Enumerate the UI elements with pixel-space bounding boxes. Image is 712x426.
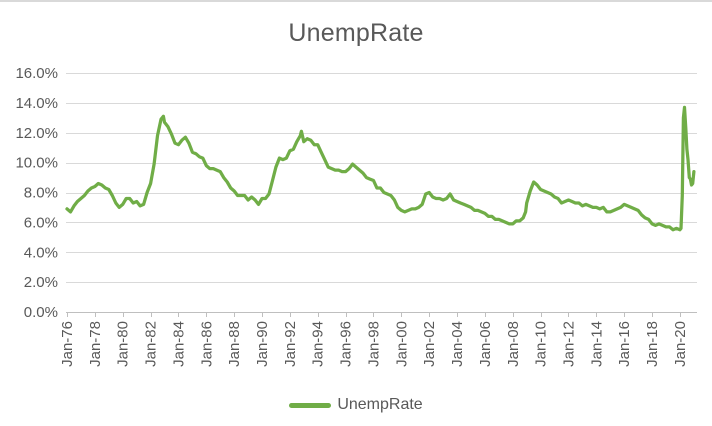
x-axis-tick-label: Jan-86 bbox=[198, 321, 215, 367]
y-axis-tick-label: 14.0% bbox=[15, 95, 58, 112]
y-axis-tick-label: 2.0% bbox=[24, 274, 58, 291]
x-axis-tick-label: Jan-96 bbox=[338, 321, 355, 367]
x-axis-tick-label: Jan-10 bbox=[533, 321, 550, 367]
x-axis-tick-label: Jan-80 bbox=[115, 321, 132, 367]
x-axis-tick-label: Jan-82 bbox=[143, 321, 160, 367]
y-axis-tick-label: 8.0% bbox=[24, 185, 58, 202]
y-axis-tick-label: 0.0% bbox=[24, 304, 58, 321]
x-axis-tick-label: Jan-18 bbox=[644, 321, 661, 367]
x-axis-tick-label: Jan-76 bbox=[59, 321, 76, 367]
x-axis-tick-label: Jan-02 bbox=[421, 321, 438, 367]
y-axis-tick-label: 4.0% bbox=[24, 244, 58, 261]
chart-legend: UnempRate bbox=[0, 394, 712, 416]
x-axis-tick-label: Jan-90 bbox=[254, 321, 271, 367]
legend-line-swatch-icon bbox=[289, 402, 332, 408]
y-axis-tick-label: 6.0% bbox=[24, 214, 58, 231]
x-axis-tick-label: Jan-20 bbox=[672, 321, 689, 367]
x-axis-tick-label: Jan-06 bbox=[477, 321, 494, 367]
top-border-line bbox=[0, 0, 712, 2]
x-axis-tick-label: Jan-12 bbox=[560, 321, 577, 367]
y-axis-tick-label: 10.0% bbox=[15, 155, 58, 172]
x-axis-tick-label: Jan-94 bbox=[310, 321, 327, 367]
y-axis-tick-label: 12.0% bbox=[15, 125, 58, 142]
chart-title: UnempRate bbox=[288, 19, 424, 47]
x-axis-tick-label: Jan-16 bbox=[616, 321, 633, 367]
x-axis-tick-label: Jan-00 bbox=[393, 321, 410, 367]
unemprate-series-line bbox=[65, 105, 696, 232]
x-axis-tick-label: Jan-92 bbox=[282, 321, 299, 367]
x-axis-tick-label: Jan-08 bbox=[505, 321, 522, 367]
x-axis-tick-label: Jan-98 bbox=[365, 321, 382, 367]
x-axis-tick-label: Jan-88 bbox=[226, 321, 243, 367]
x-axis-tick-label: Jan-84 bbox=[170, 321, 187, 367]
x-axis-tick-label: Jan-14 bbox=[588, 321, 605, 367]
x-axis-tick-label: Jan-04 bbox=[449, 321, 466, 367]
legend-series-label: UnempRate bbox=[337, 396, 423, 413]
x-axis-tick-label: Jan-78 bbox=[87, 321, 104, 367]
y-axis-tick-label: 16.0% bbox=[15, 65, 58, 82]
